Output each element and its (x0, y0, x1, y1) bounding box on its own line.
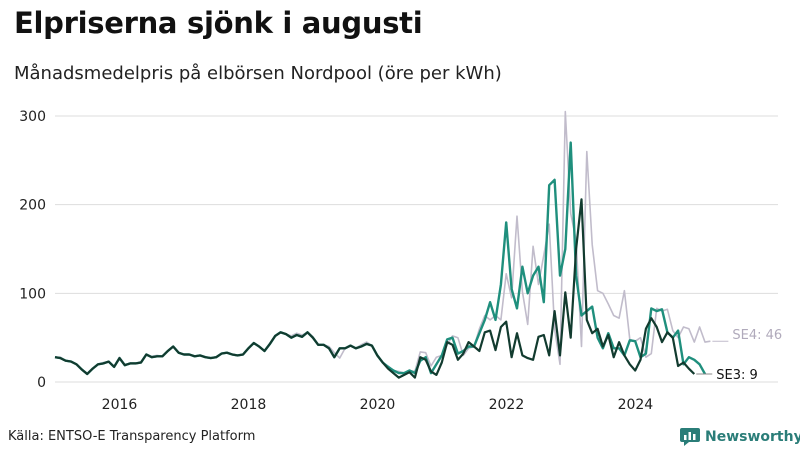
series-line-se4 (55, 110, 711, 374)
source-note: Källa: ENTSO-E Transparency Platform (8, 429, 256, 444)
brand-name: Newsworthy (705, 429, 800, 445)
x-tick-label: 2018 (231, 397, 267, 413)
chart-title: Elpriserna sjönk i augusti (14, 6, 423, 40)
y-tick-label: 200 (19, 198, 46, 214)
chart-subtitle: Månadsmedelpris på elbörsen Nordpool (ör… (14, 63, 502, 84)
y-tick-label: 300 (19, 109, 46, 125)
bar-chart-icon (680, 428, 700, 446)
x-tick-label: 2024 (618, 397, 654, 413)
series-line-se3 (54, 198, 696, 379)
newsworthy-logo: Newsworthy (680, 428, 800, 446)
y-tick-label: 100 (19, 286, 46, 302)
end-label-se4: SE4: 46 (732, 328, 782, 343)
x-tick-label: 2016 (102, 397, 138, 413)
end-label-se3: SE3: 9 (716, 368, 758, 383)
x-tick-label: 2020 (360, 397, 396, 413)
x-tick-label: 2022 (489, 397, 525, 413)
y-tick-label: 0 (37, 375, 46, 391)
